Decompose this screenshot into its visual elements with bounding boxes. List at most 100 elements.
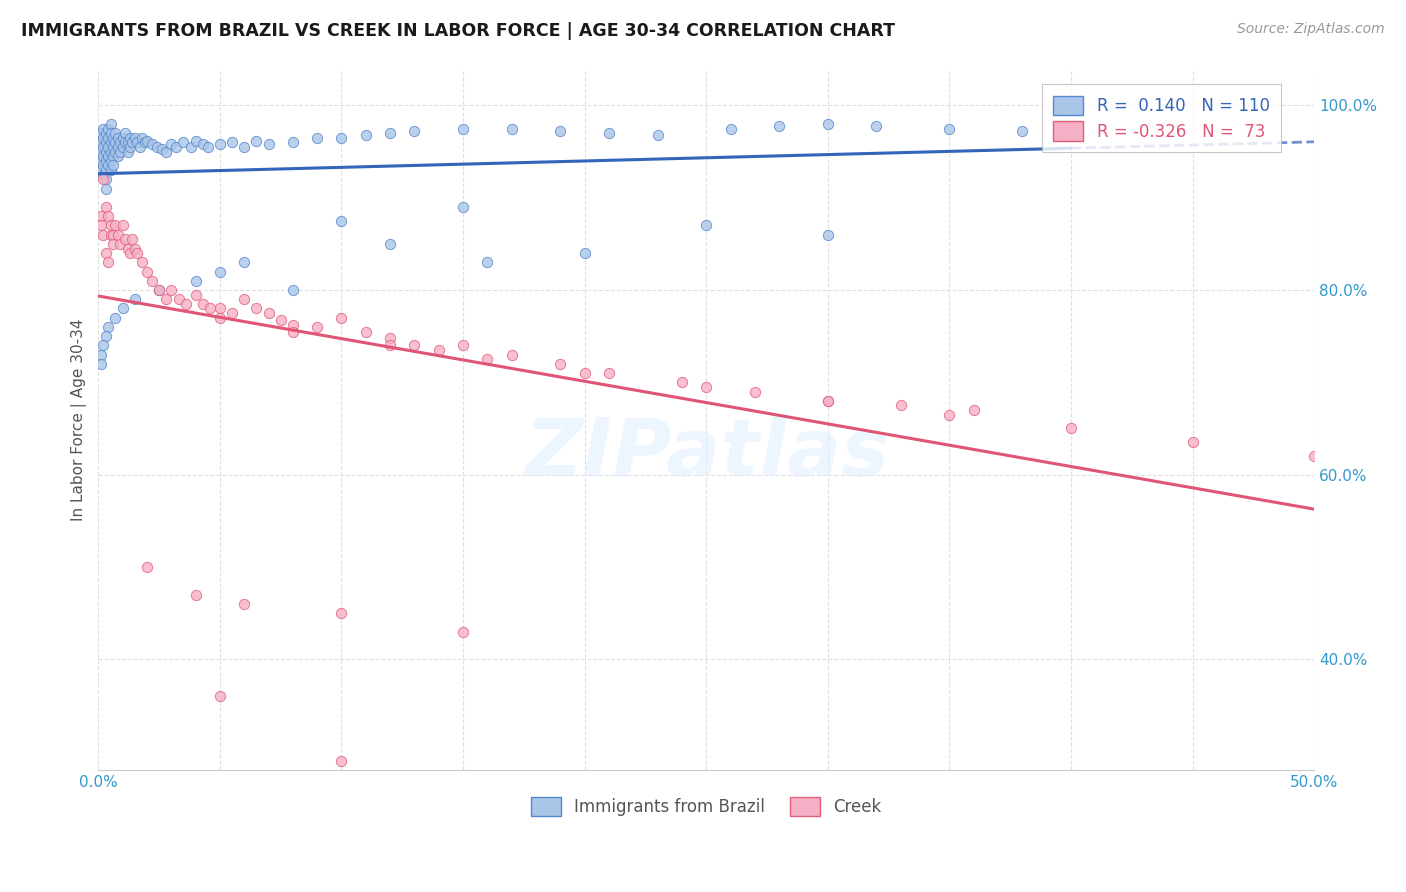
- Point: [208, 301, 231, 316]
- Point: [90, 126, 112, 140]
- Point: [101, 158, 124, 172]
- Point: [1011, 124, 1033, 138]
- Point: [90, 163, 112, 178]
- Point: [97, 140, 120, 154]
- Point: [97, 255, 120, 269]
- Point: [865, 119, 887, 133]
- Point: [404, 124, 426, 138]
- Point: [94, 181, 117, 195]
- Point: [100, 153, 122, 168]
- Point: [114, 126, 136, 140]
- Point: [118, 246, 141, 260]
- Point: [90, 219, 112, 233]
- Point: [94, 145, 117, 159]
- Point: [145, 140, 167, 154]
- Point: [136, 134, 159, 148]
- Point: [117, 145, 139, 159]
- Point: [107, 149, 129, 163]
- Point: [118, 140, 141, 154]
- Point: [184, 588, 207, 602]
- Point: [574, 246, 596, 260]
- Point: [97, 320, 120, 334]
- Point: [1060, 421, 1083, 435]
- Point: [938, 408, 960, 422]
- Point: [104, 126, 127, 140]
- Point: [127, 136, 149, 150]
- Point: [136, 560, 159, 574]
- Point: [104, 145, 127, 159]
- Point: [451, 200, 474, 214]
- Point: [208, 689, 231, 703]
- Point: [233, 255, 256, 269]
- Point: [1303, 449, 1326, 463]
- Point: [695, 380, 717, 394]
- Point: [270, 312, 292, 326]
- Point: [281, 325, 304, 339]
- Point: [172, 136, 194, 150]
- Point: [378, 126, 401, 140]
- Point: [330, 606, 353, 620]
- Point: [155, 293, 177, 307]
- Point: [101, 236, 124, 251]
- Point: [104, 310, 127, 325]
- Point: [307, 320, 329, 334]
- Point: [354, 128, 377, 142]
- Point: [330, 754, 353, 768]
- Point: [501, 121, 523, 136]
- Point: [404, 338, 426, 352]
- Point: [107, 140, 129, 154]
- Point: [94, 163, 117, 178]
- Point: [233, 597, 256, 611]
- Point: [744, 384, 766, 399]
- Point: [90, 209, 112, 223]
- Point: [111, 140, 134, 154]
- Point: [148, 283, 170, 297]
- Point: [91, 121, 114, 136]
- Point: [451, 624, 474, 639]
- Point: [155, 145, 177, 159]
- Point: [160, 137, 183, 152]
- Point: [817, 393, 839, 408]
- Point: [91, 168, 114, 182]
- Point: [160, 283, 183, 297]
- Point: [184, 134, 207, 148]
- Point: [695, 219, 717, 233]
- Point: [124, 242, 146, 256]
- Point: [378, 338, 401, 352]
- Point: [91, 227, 114, 242]
- Point: [150, 142, 173, 156]
- Point: [100, 117, 122, 131]
- Point: [128, 140, 150, 154]
- Point: [817, 393, 839, 408]
- Point: [574, 366, 596, 380]
- Point: [208, 137, 231, 152]
- Point: [245, 134, 267, 148]
- Point: [817, 227, 839, 242]
- Point: [257, 137, 280, 152]
- Point: [208, 264, 231, 278]
- Point: [233, 140, 256, 154]
- Point: [174, 297, 197, 311]
- Point: [91, 130, 114, 145]
- Point: [550, 357, 572, 371]
- Point: [111, 130, 134, 145]
- Point: [107, 130, 129, 145]
- Point: [451, 338, 474, 352]
- Point: [281, 136, 304, 150]
- Point: [501, 348, 523, 362]
- Point: [141, 137, 163, 152]
- Point: [94, 200, 117, 214]
- Point: [191, 297, 214, 311]
- Point: [354, 325, 377, 339]
- Text: IMMIGRANTS FROM BRAZIL VS CREEK IN LABOR FORCE | AGE 30-34 CORRELATION CHART: IMMIGRANTS FROM BRAZIL VS CREEK IN LABOR…: [21, 22, 896, 40]
- Point: [134, 136, 156, 150]
- Point: [114, 136, 136, 150]
- Point: [378, 331, 401, 345]
- Point: [200, 301, 222, 316]
- Point: [97, 158, 120, 172]
- Point: [281, 283, 304, 297]
- Point: [91, 140, 114, 154]
- Point: [330, 214, 353, 228]
- Point: [165, 140, 187, 154]
- Point: [97, 209, 120, 223]
